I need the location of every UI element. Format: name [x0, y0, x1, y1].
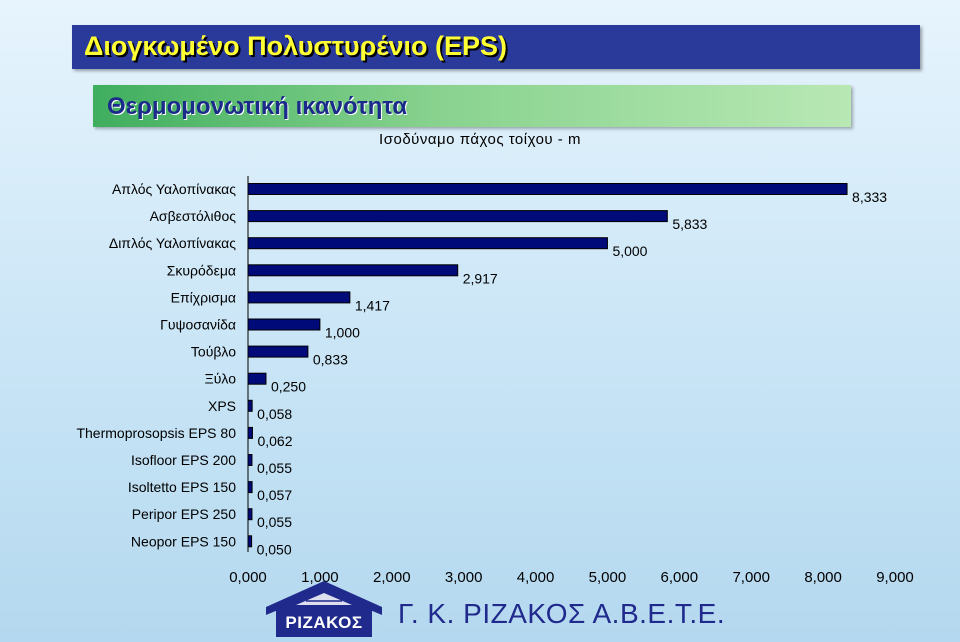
bar [247, 210, 668, 223]
bar [247, 291, 351, 304]
subheader-bar: Θερμομονωτική ικανότητα [93, 85, 851, 127]
bar [247, 237, 608, 250]
data-label: 0,057 [257, 487, 292, 503]
category-label: XPS [208, 398, 236, 414]
company-name: Γ. Κ. ΡΙΖΑΚΟΣ Α.Β.Ε.Τ.Ε. [398, 598, 726, 629]
bar [247, 183, 848, 195]
company-logo: ΡΙΖΑΚΟΣ [266, 579, 382, 637]
x-tick-label: 7,000 [732, 569, 770, 586]
data-label: 0,055 [257, 514, 292, 530]
category-label: Σκυρόδεμα [167, 262, 236, 278]
data-label: 8,333 [852, 189, 887, 205]
data-label: 0,062 [257, 433, 292, 449]
x-tick-label: 3,000 [445, 569, 483, 586]
bar [247, 345, 309, 358]
data-label: 0,250 [271, 379, 306, 395]
category-label: Thermoprosopsis EPS 80 [76, 425, 236, 441]
header-bar: Διογκωμένο Πολυστυρένιο (EPS) [72, 25, 920, 69]
category-label: Isofloor EPS 200 [131, 452, 236, 468]
logo-text: ΡΙΖΑΚΟΣ [285, 613, 363, 632]
category-label: Ασβεστόλιθος [150, 208, 237, 224]
bar [247, 481, 253, 494]
x-tick-label: 5,000 [589, 569, 627, 586]
category-label: Isoltetto EPS 150 [128, 479, 236, 495]
x-tick-label: 6,000 [661, 569, 699, 586]
data-label: 1,417 [355, 297, 390, 313]
category-label: Peripor EPS 250 [132, 506, 236, 522]
category-label: Γυψοσανίδα [160, 317, 236, 333]
data-label: 0,050 [257, 541, 292, 557]
data-label: 0,058 [257, 406, 292, 422]
x-tick-label: 1,000 [301, 569, 339, 586]
bar [247, 318, 321, 331]
category-label: Neopor EPS 150 [131, 533, 236, 549]
bar [247, 535, 253, 548]
category-label: Απλός Υαλοπίνακας [112, 181, 236, 197]
bar [247, 372, 267, 385]
data-label: 0,055 [257, 460, 292, 476]
bar [247, 508, 253, 521]
logo-house-icon [266, 581, 382, 637]
category-label: Ξύλο [205, 371, 237, 387]
data-label: 2,917 [463, 270, 498, 286]
x-tick-label: 0,000 [229, 569, 267, 586]
data-label: 0,833 [313, 352, 348, 368]
x-tick-label: 4,000 [517, 569, 555, 586]
data-label: 5,833 [672, 216, 707, 232]
bar [247, 264, 459, 277]
bar [247, 454, 253, 466]
data-label: 1,000 [325, 325, 360, 341]
page-title: Διογκωμένο Πολυστυρένιο (EPS) [84, 31, 508, 61]
x-tick-label: 8,000 [804, 569, 842, 586]
data-label: 5,000 [612, 243, 647, 259]
x-axis-title: Ισοδύναμο πάχος τοίχου - m [379, 131, 581, 148]
category-label: Επίχρισμα [171, 289, 236, 305]
x-tick-label: 9,000 [876, 569, 914, 586]
category-label: Τούβλο [191, 344, 236, 360]
section-title: Θερμομονωτική ικανότητα [107, 93, 408, 120]
category-label: Διπλός Υαλοπίνακας [109, 235, 236, 251]
x-tick-label: 2,000 [373, 569, 411, 586]
bar [247, 399, 253, 412]
bar [247, 426, 253, 439]
